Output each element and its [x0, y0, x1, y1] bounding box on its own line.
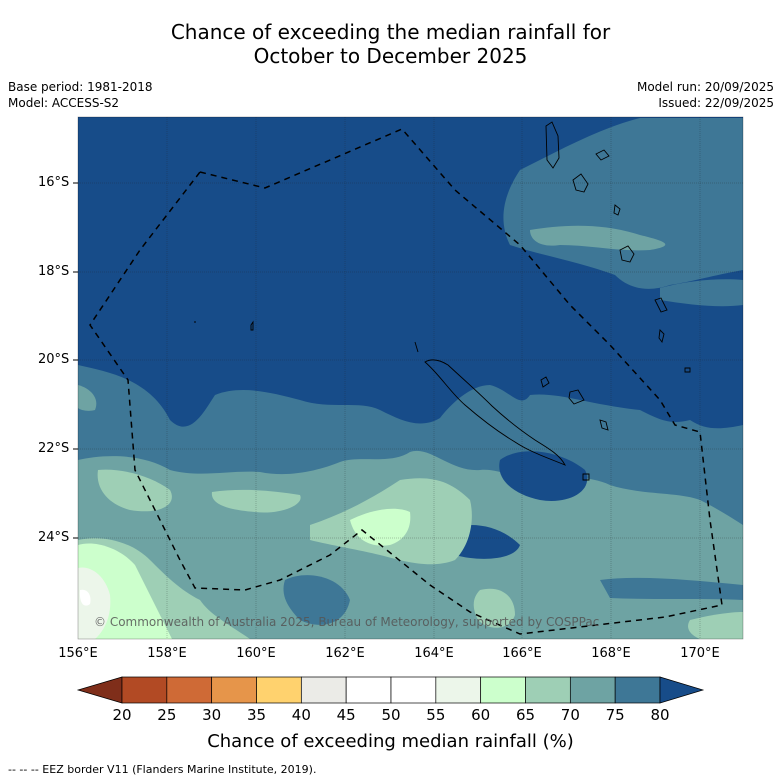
colorbar-segment [435, 676, 482, 704]
colorbar-tick-label: 75 [605, 706, 625, 724]
contour-60-65-west [97, 469, 172, 512]
lon-label-162e: 162°E [325, 646, 365, 661]
colorbar-tick-label: 65 [515, 706, 536, 724]
coastlines [194, 121, 691, 481]
colorbar-segment [121, 676, 168, 704]
new-caledonia-coast [414, 341, 566, 466]
colorbar-tick-label: 45 [336, 706, 356, 724]
contour-75-80-patch [499, 451, 588, 501]
colorbar-tick-label: 50 [381, 706, 401, 724]
contour-65-70-north [530, 225, 666, 251]
colorbar-segment [525, 676, 571, 704]
colorbar-segment [569, 676, 616, 704]
model-run: Model run: 20/09/2025 [636, 80, 774, 94]
colorbar-tick-label: 35 [246, 706, 267, 724]
colorbar-segment [390, 676, 437, 704]
colorbar-segment [614, 676, 661, 704]
axis-ticks [73, 182, 78, 539]
colorbar-segment [166, 676, 213, 704]
lat-label-24s: 24°S [38, 530, 70, 545]
contour-70-75-patch [283, 575, 350, 625]
colorbar-segment [345, 676, 392, 704]
contour-70-75-north [503, 118, 743, 289]
graticule [78, 117, 743, 639]
map-frame [77, 116, 744, 640]
colorbar-title: Chance of exceeding median rainfall (%) [207, 731, 574, 752]
lon-label-166e: 166°E [502, 646, 542, 661]
colorbar [76, 676, 705, 704]
colorbar-tick-label: 70 [560, 706, 580, 724]
lon-label-158e: 158°E [147, 646, 187, 661]
lon-label-156e: 156°E [58, 646, 98, 661]
lat-label-18s: 18°S [38, 264, 70, 279]
loyalty-islands [540, 376, 609, 431]
copyright-notice: © Commonwealth of Australia 2025, Bureau… [94, 615, 600, 629]
title-line-2: October to December 2025 [253, 44, 528, 68]
lon-label-170e: 170°E [680, 646, 720, 661]
contour-60-65-mid [211, 489, 301, 513]
colorbar-segment [480, 676, 526, 704]
contour-50-55 [78, 567, 111, 639]
vanuatu-espiritu-santo [545, 121, 560, 169]
colorbar-tick-label: 30 [202, 706, 222, 724]
lon-label-168e: 168°E [591, 646, 631, 661]
issued-date: Issued: 22/09/2025 [658, 96, 774, 110]
lon-label-160e: 160°E [236, 646, 276, 661]
contour-45-50 [79, 589, 91, 606]
eez-legend-footnote: -- -- -- EEZ border V11 (Flanders Marine… [8, 763, 317, 776]
title-line-1: Chance of exceeding the median rainfall … [170, 20, 611, 44]
small-islands [194, 320, 691, 481]
contour-70-75-patch-2 [600, 577, 743, 600]
colorbar-arrow-low [76, 676, 123, 704]
lat-label-16s: 16°S [38, 175, 70, 190]
lat-label-22s: 22°S [38, 441, 70, 456]
base-period: Base period: 1981-2018 [8, 80, 153, 94]
contour-55-60-center [350, 508, 411, 546]
colorbar-tick-label: 80 [650, 706, 670, 724]
vanuatu-islands [572, 149, 668, 344]
contour-70-75-north-2 [660, 279, 743, 307]
lon-label-164e: 164°E [414, 646, 454, 661]
model-name: Model: ACCESS-S2 [8, 96, 120, 110]
colorbar-tick-label: 25 [157, 706, 177, 724]
contour-65-70-west [78, 385, 97, 411]
colorbar-arrow-high [659, 676, 705, 704]
lat-label-20s: 20°S [38, 352, 70, 367]
colorbar-segment [300, 676, 347, 704]
contour-60-65-east [688, 612, 743, 639]
colorbar-tick-label: 60 [471, 706, 491, 724]
colorbar-tick-label: 40 [291, 706, 311, 724]
colorbar-tick-label: 55 [426, 706, 446, 724]
colorbar-segment [256, 676, 302, 704]
colorbar-segment [211, 676, 257, 704]
contour-60-65-south [473, 588, 515, 628]
eez-border [89, 128, 723, 635]
colorbar-tick-label: 20 [112, 706, 132, 724]
